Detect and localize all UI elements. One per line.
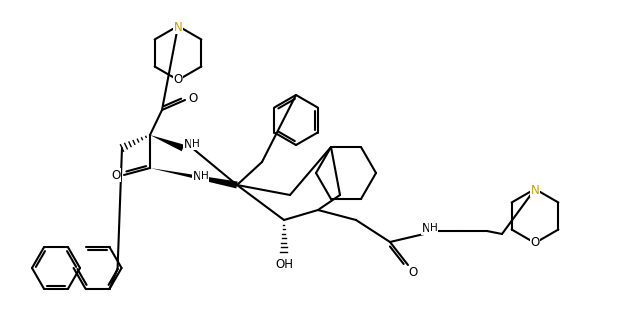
- Text: H: H: [192, 139, 200, 149]
- Text: N: N: [193, 169, 202, 182]
- Text: O: O: [408, 266, 418, 279]
- Text: O: O: [531, 235, 540, 249]
- Text: OH: OH: [275, 258, 293, 270]
- Text: N: N: [422, 221, 430, 234]
- Text: O: O: [112, 168, 120, 181]
- Text: N: N: [184, 137, 192, 151]
- Text: N: N: [531, 183, 540, 197]
- Polygon shape: [150, 168, 238, 188]
- Text: O: O: [173, 72, 183, 85]
- Text: N: N: [174, 21, 183, 33]
- Polygon shape: [150, 135, 184, 151]
- Text: H: H: [430, 223, 438, 233]
- Text: H: H: [201, 171, 209, 181]
- Text: O: O: [188, 91, 198, 105]
